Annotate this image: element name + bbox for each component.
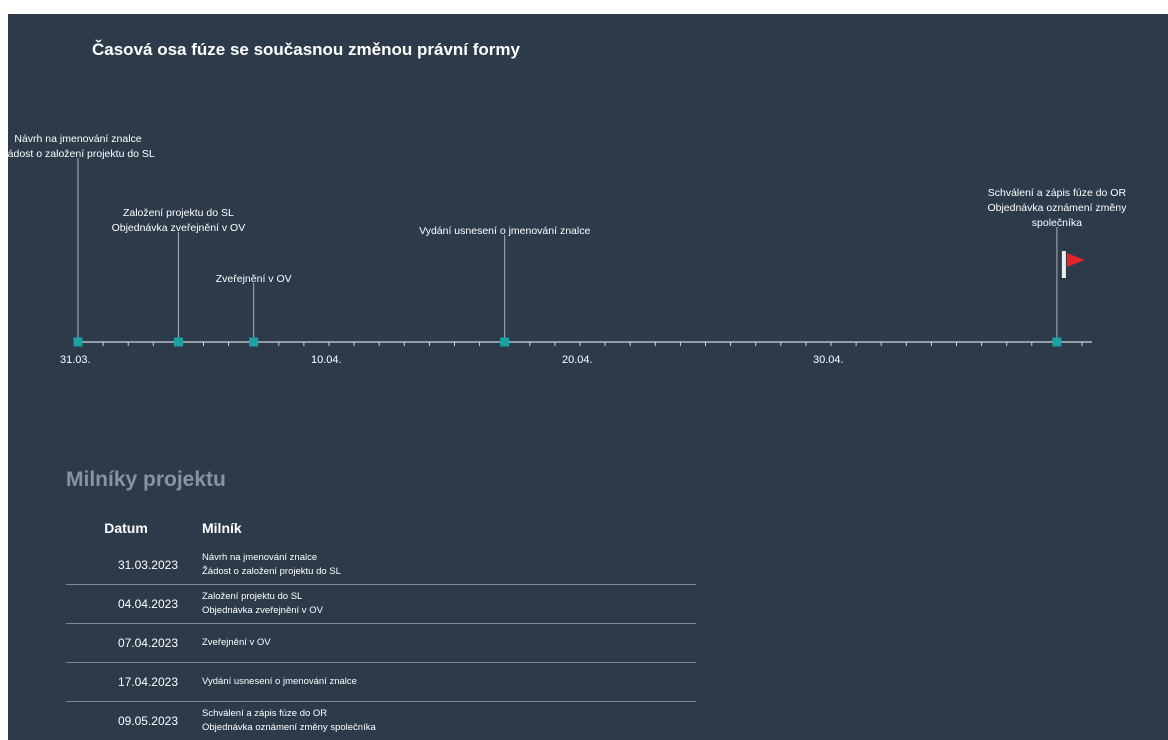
milestone-date: 09.05.2023 [117, 714, 178, 728]
axis-tick-label: 10.04. [311, 354, 342, 366]
milestone-label: Objednávka oznámení změny [987, 202, 1127, 214]
flag-icon [1061, 251, 1085, 278]
table-row: 31.03.2023 Návrh na jmenování znalce Žádos… [66, 546, 696, 585]
milestone-line: Objednávka zveřejnění v OV [202, 605, 323, 616]
milestone-label: Objednávka zveřejnění v OV [112, 222, 246, 234]
milestone-text: Schválení a zápis fúze do OR Objednávka o… [186, 707, 376, 735]
page-title: Časová osa fúze se současnou změnou práv… [92, 40, 520, 59]
milestone-label: společníka [1032, 217, 1082, 229]
milestone-line: Zveřejnění v OV [202, 637, 271, 648]
milestone-line: Návrh na jmenování znalce [202, 552, 318, 563]
milestone-label: Vydání usnesení o jmenování znalce [419, 225, 590, 237]
milestone-marker [1052, 337, 1062, 347]
milestone-marker [173, 337, 183, 347]
milestone-text: Založení projektu do SL Objednávka zveřej… [186, 590, 323, 618]
timeline-chart: 31.03. 10.04. 20.04. 30.04. Návrh na jmenová… [8, 133, 1127, 366]
milestone-line: Objednávka oznámení změny společníka [202, 722, 376, 733]
table-row: 17.04.2023 Vydání usnesení o jmenování zn… [66, 663, 696, 702]
milestone-line: Schválení a zápis fúze do OR [202, 708, 328, 719]
column-header-milestone: Milník [202, 520, 242, 536]
milestone-line: Vydání usnesení o jmenování znalce [202, 676, 357, 687]
milestone-marker [73, 337, 83, 347]
milestone-marker [500, 337, 510, 347]
axis-tick-label: 20.04. [562, 354, 593, 366]
milestone-label: Založení projektu do SL [123, 207, 234, 219]
table-row: 07.04.2023 Zveřejnění v OV [66, 624, 696, 663]
milestone-line: Žádost o založení projektu do SL [202, 566, 341, 577]
milestone-date: 17.04.2023 [117, 675, 178, 689]
milestone-date: 31.03.2023 [117, 558, 178, 572]
milestone-label: Žádost o založení projektu do SL [8, 147, 155, 160]
table-header: Datum Milník [66, 510, 696, 546]
table-body: 31.03.2023 Návrh na jmenování znalce Žádos… [66, 546, 696, 740]
axis-tick-label: 30.04. [813, 354, 844, 366]
milestone-label: Návrh na jmenování znalce [14, 133, 141, 145]
milestone-date: 07.04.2023 [117, 636, 178, 650]
slide: Časová osa fúze se současnou změnou práv… [8, 14, 1168, 740]
milestone-date: 04.04.2023 [117, 597, 178, 611]
milestone-text: Zveřejnění v OV [186, 636, 271, 650]
milestones-table: Datum Milník 31.03.2023 Návrh na jmenován… [66, 510, 696, 740]
milestone-marker [249, 337, 259, 347]
axis-tick-label: 31.03. [60, 354, 91, 366]
milestone-text: Vydání usnesení o jmenování znalce [186, 675, 357, 689]
milestone-label: Zveřejnění v OV [216, 273, 292, 285]
table-row: 04.04.2023 Založení projektu do SL Objedná… [66, 585, 696, 624]
milestone-line: Založení projektu do SL [202, 591, 303, 602]
milestone-label: Schválení a zápis fúze do OR [988, 187, 1127, 199]
section-title: Milníky projektu [66, 468, 226, 491]
table-row: 09.05.2023 Schválení a zápis fúze do OR Ob… [66, 702, 696, 740]
milestone-text: Návrh na jmenování znalce Žádost o založe… [186, 551, 341, 579]
column-header-date: Datum [104, 520, 148, 536]
